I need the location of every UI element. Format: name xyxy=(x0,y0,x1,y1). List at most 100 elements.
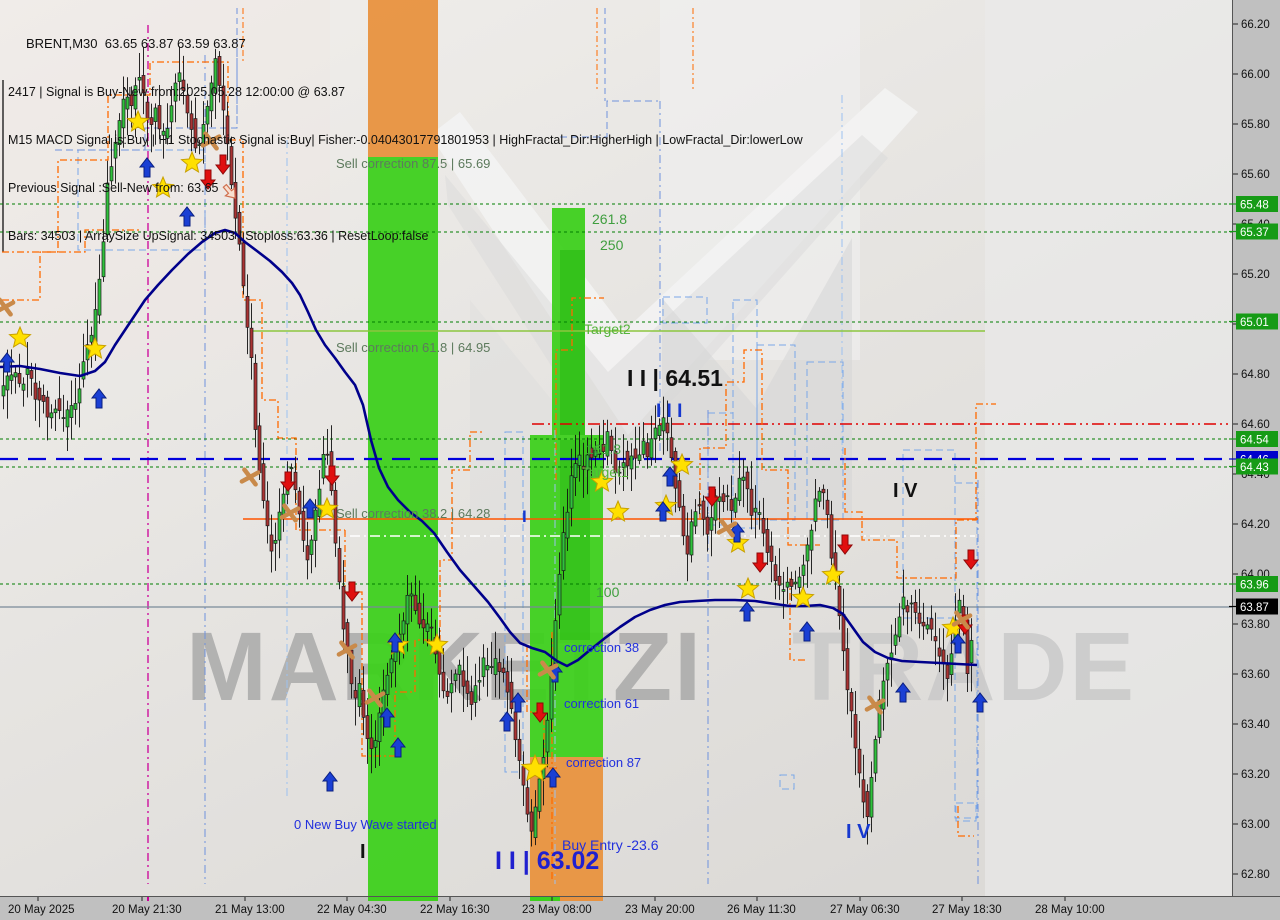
buy-arrow-icon xyxy=(378,707,396,728)
chart-annotation[interactable]: correction 87 xyxy=(566,755,641,770)
time-tick-label: 22 May 04:30 xyxy=(317,904,387,916)
price-tick-label: 64.80 xyxy=(1241,369,1270,381)
buy-arrow-icon xyxy=(90,388,108,409)
exit-x-icon xyxy=(239,467,261,487)
bars-stoploss-line: Bars: 34503 | ArraySize UpSignal: 34503 … xyxy=(8,229,429,243)
exit-x-icon xyxy=(336,640,358,660)
trailing-stop-line xyxy=(2,61,345,531)
sell-arrow-icon xyxy=(323,465,341,486)
sell-arrow-icon xyxy=(836,534,854,555)
buy-arrow-icon xyxy=(544,767,562,788)
chart-annotation[interactable]: 161.8 xyxy=(586,441,621,457)
price-tick-label: 66.00 xyxy=(1241,69,1270,81)
chart-annotation[interactable]: Sell correction 87.5 | 65.69 xyxy=(336,156,490,171)
price-tag xyxy=(1236,576,1278,592)
buy-arrow-icon xyxy=(971,692,989,713)
exit-x-icon xyxy=(716,518,738,538)
vertical-lines-layer xyxy=(2,8,979,884)
buy-signal-star-icon xyxy=(606,499,630,522)
chart-annotation[interactable]: 100 xyxy=(596,584,620,600)
chart-annotation[interactable]: I xyxy=(522,507,527,526)
exit-x-icon xyxy=(537,660,559,680)
time-tick-label: 23 May 08:00 xyxy=(522,904,592,916)
chart-annotation[interactable]: Buy Entry -23.6 xyxy=(562,837,659,853)
price-tick-label: 64.60 xyxy=(1241,419,1270,431)
chart-annotation[interactable]: correction 61 xyxy=(564,696,639,711)
time-tick-label: 27 May 06:30 xyxy=(830,904,900,916)
buy-signal-star-icon xyxy=(590,469,614,492)
chart-annotation[interactable]: Target1 xyxy=(582,464,629,480)
fractal-box xyxy=(504,431,524,773)
buy-signal-star-icon xyxy=(791,585,815,608)
chart-annotation[interactable]: 0 New Buy Wave started xyxy=(294,817,437,832)
sell-arrow-icon xyxy=(343,581,361,602)
trailing-stop-line xyxy=(957,806,974,837)
indicator-status-line: M15 MACD Signal is:Buy | H1 Stochastic S… xyxy=(8,133,803,147)
chart-annotation[interactable]: Sell correction 61.8 | 64.95 xyxy=(336,340,490,355)
brand-logo-watermark xyxy=(445,135,888,465)
fractal-box xyxy=(806,361,844,521)
buy-arrow-icon xyxy=(138,157,156,178)
price-tick-label: 62.80 xyxy=(1241,869,1270,881)
chart-annotation[interactable]: I V xyxy=(893,480,918,502)
symbol-ohlc-line: BRENT,M30 63.65 63.87 63.59 63.87 xyxy=(26,36,246,51)
time-tick-label: 20 May 2025 xyxy=(8,904,75,916)
time-tick-label: 20 May 21:30 xyxy=(112,904,182,916)
price-tag-label: 65.37 xyxy=(1240,227,1269,239)
buy-signal-star-icon xyxy=(151,175,175,198)
buy-arrow-icon xyxy=(386,632,404,653)
time-tick-label: 26 May 11:30 xyxy=(727,904,796,916)
buy-arrow-icon xyxy=(389,737,407,758)
fractal-box xyxy=(955,802,977,822)
chart-annotation[interactable]: 250 xyxy=(600,237,624,253)
buy-signal-star-icon xyxy=(8,325,32,348)
price-tick-label: 65.20 xyxy=(1241,269,1270,281)
exit-x-icon xyxy=(864,695,886,715)
fractal-box xyxy=(662,296,708,324)
price-axis[interactable]: 66.2066.0065.8065.6065.4065.2065.0064.80… xyxy=(1229,0,1280,896)
markers-layer xyxy=(0,109,989,792)
buy-signal-star-icon xyxy=(941,615,965,638)
chart-annotation[interactable]: 261.8 xyxy=(592,211,627,227)
buy-signal-star-icon xyxy=(670,452,694,475)
trailing-stop-line xyxy=(555,297,604,480)
chart-annotation[interactable]: I I | 63.02 xyxy=(495,847,599,875)
buy-signal-star-icon xyxy=(126,109,150,132)
exit-x-icon xyxy=(364,688,386,708)
fractal-box xyxy=(779,774,795,790)
hollow-arrow-icon xyxy=(222,183,236,199)
trailing-stop-line xyxy=(699,349,820,546)
price-tick-label: 63.00 xyxy=(1241,819,1270,831)
fractal-box xyxy=(954,482,978,819)
time-tick-label: 23 May 20:00 xyxy=(625,904,695,916)
buy-arrow-icon xyxy=(949,633,967,654)
chart-annotation[interactable]: Target2 xyxy=(584,321,631,337)
price-tick-label: 63.20 xyxy=(1241,769,1270,781)
chart-annotation[interactable]: I V xyxy=(846,821,871,843)
chart-annotation[interactable]: I I I xyxy=(656,401,682,422)
sell-arrow-icon xyxy=(962,549,980,570)
previous-signal-line: Previous Signal :Sell-New from: 63.65 xyxy=(8,181,219,195)
sell-arrow-icon xyxy=(279,471,297,492)
chart-annotation[interactable]: I I | 64.51 xyxy=(627,365,723,391)
sell-arrow-icon xyxy=(751,552,769,573)
annotations-layer: Sell correction 87.5 | 65.69 261.8 250 Targ… xyxy=(294,156,918,875)
chart-annotation[interactable]: I xyxy=(360,841,366,863)
price-tag xyxy=(1236,313,1278,330)
background-shapes-layer: MARKETZI TRADE xyxy=(0,0,1233,896)
price-tag-label: 65.01 xyxy=(1240,317,1269,329)
time-axis[interactable]: 20 May 2025 20 May 21:30 21 May 13:00 22 Ma… xyxy=(0,897,1280,920)
exit-x-icon xyxy=(0,297,16,317)
buy-arrow-icon xyxy=(498,711,516,732)
price-tag-label: 63.87 xyxy=(1240,602,1269,614)
chart-annotation[interactable]: correction 38 xyxy=(564,640,639,655)
price-tag xyxy=(1236,223,1278,240)
price-tag-label: 65.48 xyxy=(1240,200,1269,212)
trailing-stop-line xyxy=(844,403,996,579)
price-tag-label: 63.96 xyxy=(1240,580,1269,592)
brand-logo-watermark xyxy=(430,88,918,435)
price-tag xyxy=(1236,458,1278,475)
chart-annotation[interactable]: Sell correction 38.2 | 64.28 xyxy=(336,506,490,521)
buy-arrow-icon xyxy=(894,682,912,703)
